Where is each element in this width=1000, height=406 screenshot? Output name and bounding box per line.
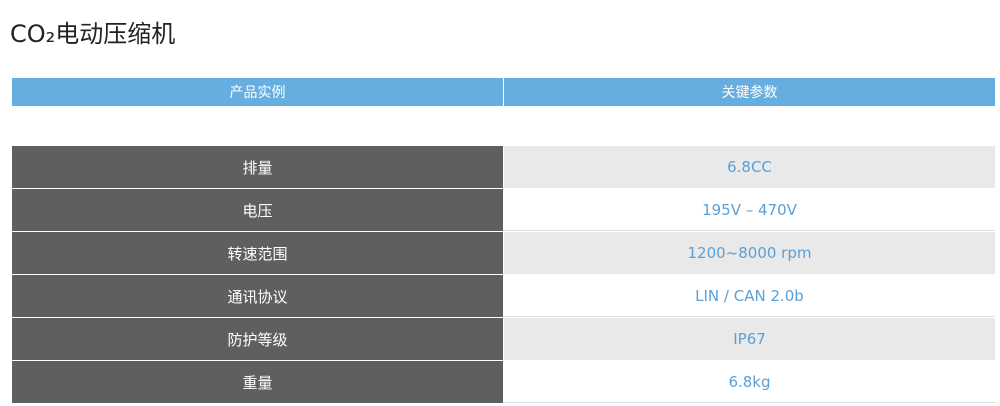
param-name: 通讯协议 [12, 275, 503, 317]
param-name: 转速范围 [12, 232, 503, 274]
spacer [12, 106, 995, 145]
table-header: 产品实例 关键参数 [12, 78, 995, 106]
spec-table: 产品实例 关键参数 排量 6.8CC 电压 195V – 470V 转速范围 1200~8… [12, 78, 995, 403]
param-value: IP67 [503, 318, 995, 360]
column-header: 产品实例 [229, 85, 286, 101]
table-row: 电压 195V – 470V [12, 188, 995, 231]
param-name: 防护等级 [12, 318, 503, 360]
param-name: 电压 [12, 189, 503, 231]
param-name: 排量 [12, 146, 503, 188]
table-row: 排量 6.8CC [12, 145, 995, 188]
column-header: 关键参数 [503, 78, 995, 106]
table-row: 转速范围 1200~8000 rpm [12, 231, 995, 274]
table-row: 防护等级 IP67 [12, 317, 995, 360]
param-value: 195V – 470V [503, 189, 995, 231]
table-row: 重量 6.8kg [12, 360, 995, 403]
title: CO₂电动压缩机 [10, 20, 176, 48]
table-row: 通讯协议 LIN / CAN 2.0b [12, 274, 995, 317]
param-value: 6.8kg [503, 361, 995, 403]
param-value: LIN / CAN 2.0b [503, 275, 995, 317]
param-value: 6.8CC [503, 146, 995, 188]
param-value: 1200~8000 rpm [503, 232, 995, 274]
param-name: 重量 [12, 361, 503, 403]
